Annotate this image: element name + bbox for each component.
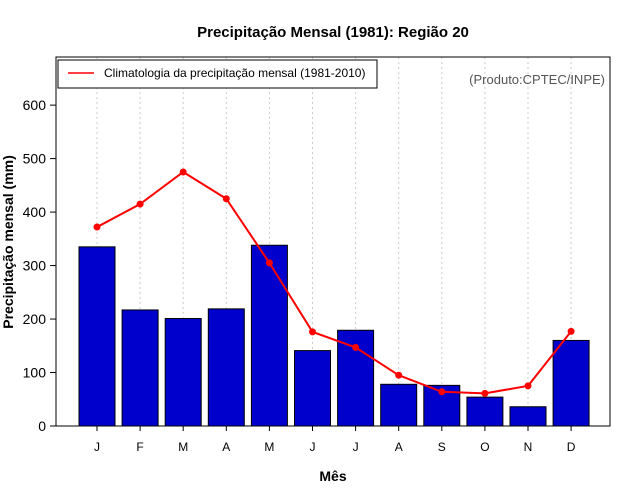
x-tick-label: O (480, 440, 489, 454)
bar-4 (250, 244, 288, 427)
y-tick-label: 0 (38, 418, 46, 434)
x-tick-label: J (353, 440, 359, 454)
plot-frame (55, 56, 611, 427)
legend-box (57, 59, 378, 89)
climatology-line (96, 170, 572, 395)
climatology-point-11 (567, 327, 575, 335)
y-tick-label: 600 (23, 97, 47, 113)
bar-10 (509, 406, 547, 427)
climatology-point-5 (309, 328, 316, 336)
y-axis-label: Precipitação mensal (mm) (0, 155, 16, 329)
y-tick-label: 200 (23, 311, 47, 327)
y-tick-label: 500 (23, 151, 47, 167)
x-tick-label: N (524, 440, 533, 454)
bar-3 (207, 308, 245, 427)
grid-lines (96, 57, 572, 426)
climatology-point-2 (179, 168, 187, 176)
x-tick-label: F (136, 440, 143, 454)
climatology-point-7 (395, 371, 403, 379)
bar-2 (164, 318, 202, 427)
climatology-point-1 (136, 200, 144, 208)
x-tick-label: D (567, 440, 576, 454)
x-tick-label: A (395, 440, 403, 454)
climatology-point-3 (222, 195, 230, 203)
y-tick-label: 300 (23, 258, 47, 274)
credit-annotation: (Produto:CPTEC/INPE) (469, 72, 605, 87)
climatology-point-0 (93, 223, 101, 231)
x-tick-label: M (178, 440, 188, 454)
bar-7 (380, 383, 418, 427)
x-tick-label: M (264, 440, 274, 454)
x-tick-label: J (310, 440, 316, 454)
x-tick-label: S (438, 440, 446, 454)
x-axis-label: Mês (319, 468, 346, 484)
legend-entry: Climatologia da precipitação mensal (198… (104, 66, 365, 80)
climatology-point-9 (481, 389, 489, 397)
legend: Climatologia da precipitação mensal (198… (57, 59, 378, 89)
y-tick-label: 100 (23, 365, 47, 381)
bar-9 (466, 396, 504, 427)
bar-11 (552, 339, 590, 427)
bar-0 (78, 246, 116, 427)
chart-title: Precipitação Mensal (1981): Região 20 (197, 24, 469, 41)
climatology-point-6 (352, 343, 360, 351)
climatology-series (93, 168, 575, 397)
x-tick-label: A (222, 440, 230, 454)
y-tick-label: 400 (23, 204, 47, 220)
x-tick-label: J (94, 440, 100, 454)
bar-series (78, 244, 590, 427)
bar-1 (121, 309, 159, 427)
bar-5 (294, 350, 331, 427)
climatology-point-4 (265, 259, 273, 267)
climatology-point-10 (524, 382, 532, 390)
y-axis: 0 100 200 300 400 500 600 (23, 97, 56, 434)
climatology-point-8 (438, 388, 446, 396)
